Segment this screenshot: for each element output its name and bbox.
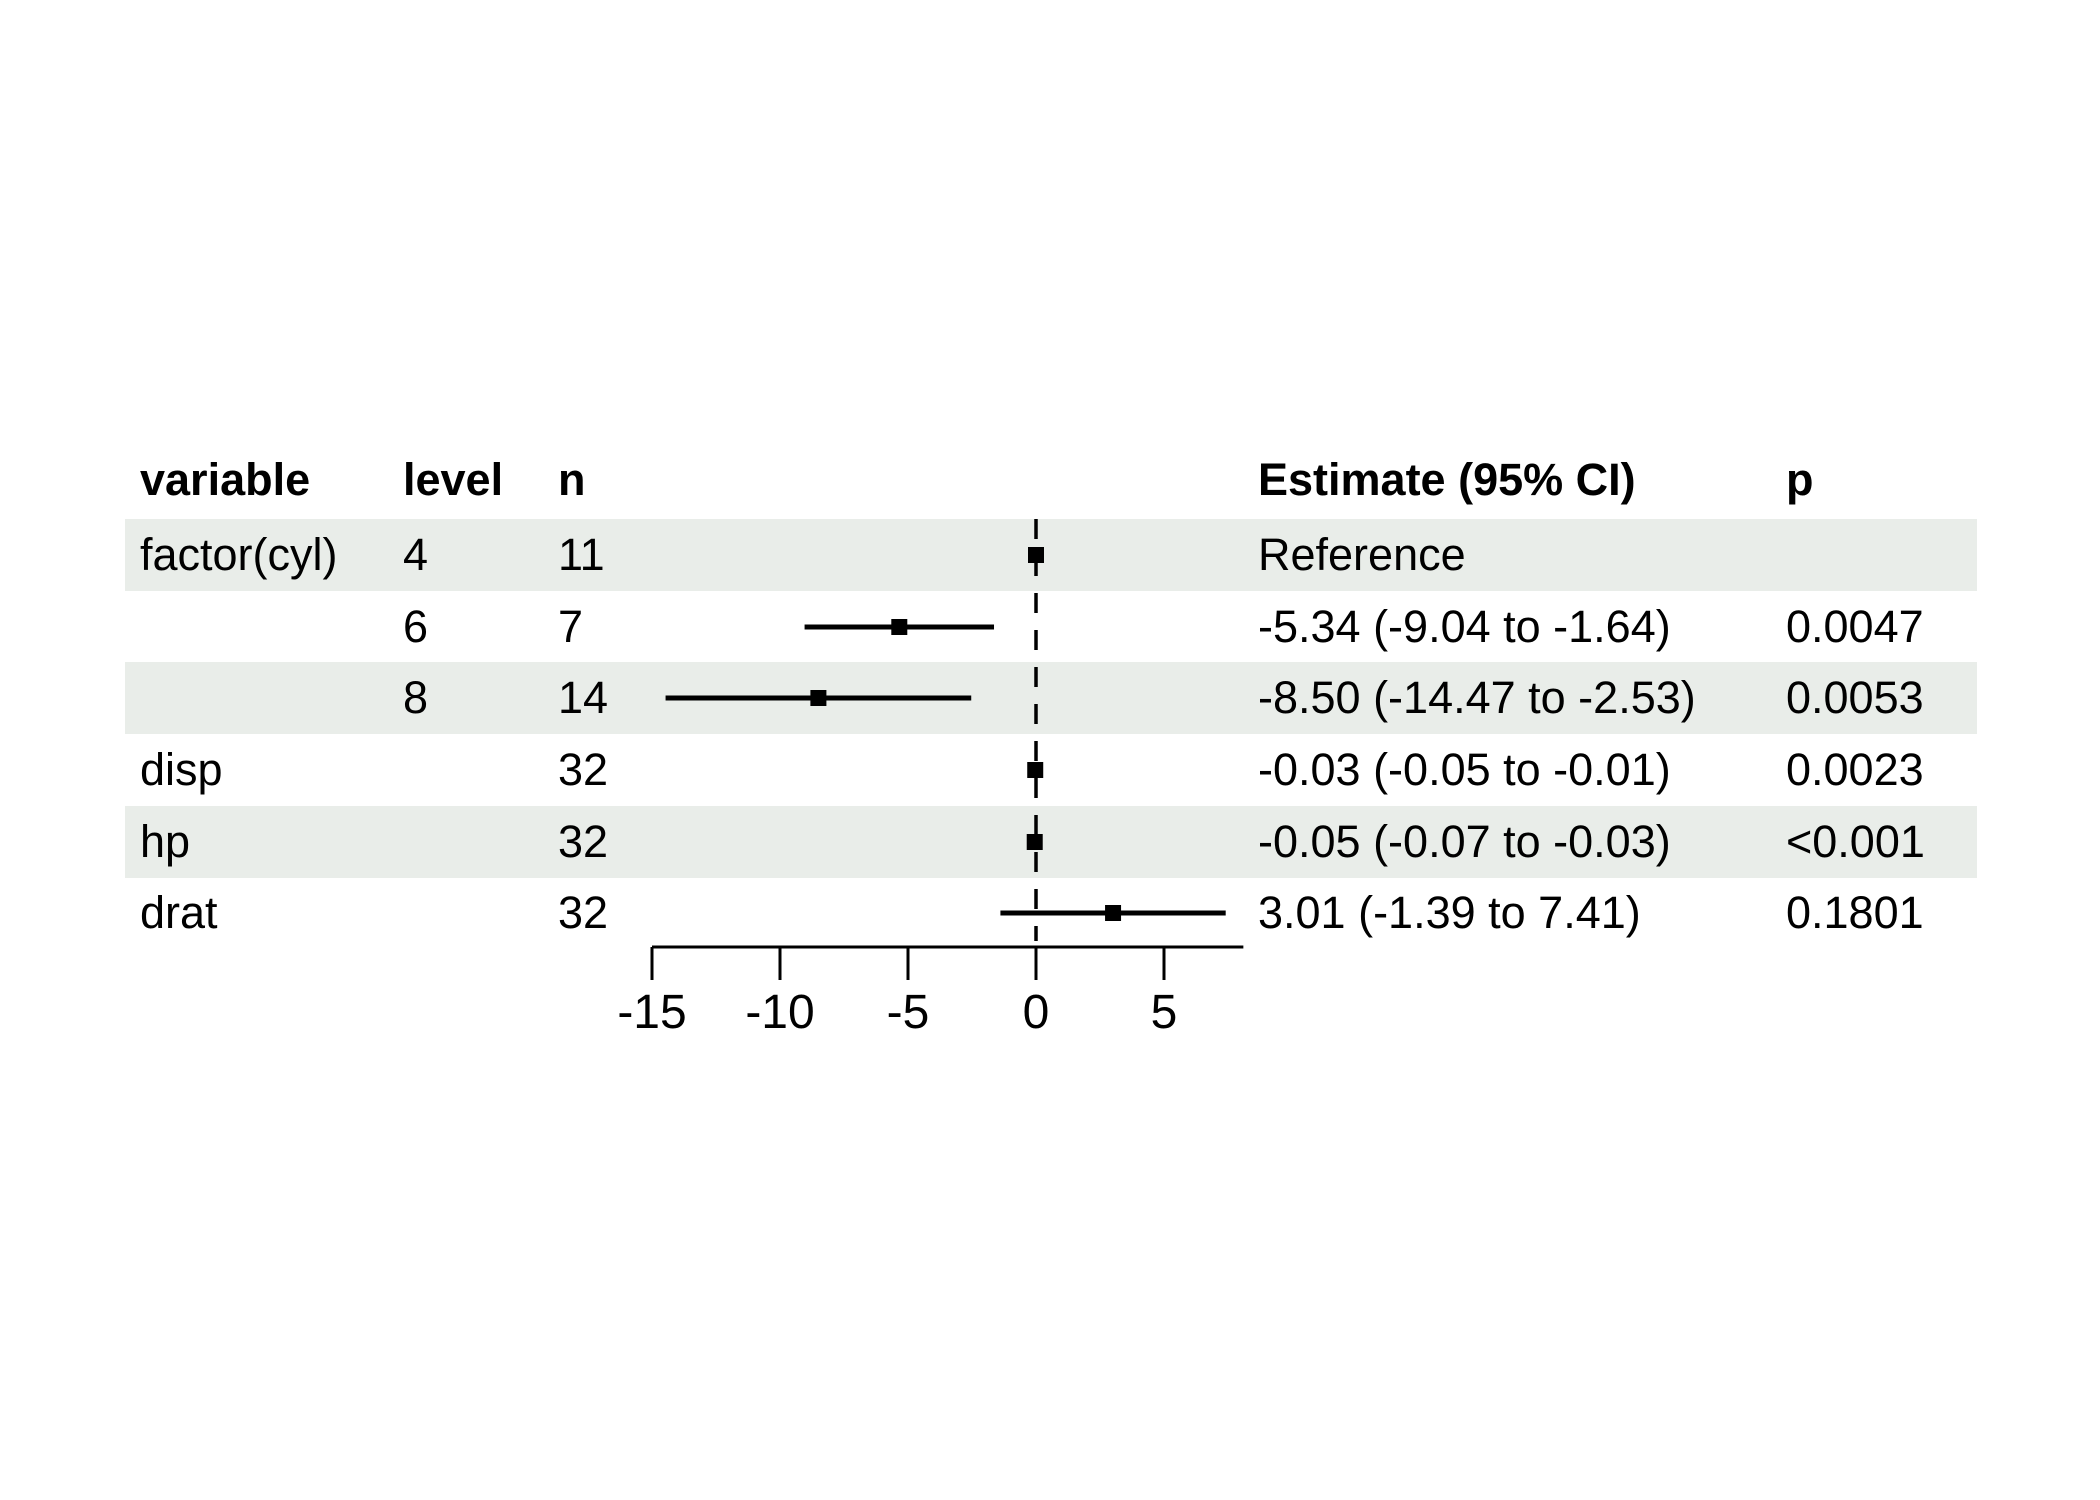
estimate-marker	[1026, 834, 1043, 850]
column-header-p: p	[1786, 454, 1814, 505]
cell-variable: disp	[140, 744, 223, 795]
column-header-level: level	[403, 454, 504, 505]
x-axis-tick-label: 5	[1151, 986, 1178, 1039]
cell-estimate: -0.03 (-0.05 to -0.01)	[1258, 744, 1671, 795]
cell-level: 8	[403, 672, 429, 723]
cell-n: 32	[558, 887, 609, 938]
table-header-row: variable level n Estimate (95% CI) p	[125, 444, 1977, 516]
cell-estimate: -0.05 (-0.07 to -0.03)	[1258, 816, 1671, 867]
cell-variable: drat	[140, 887, 218, 938]
cell-variable: factor(cyl)	[140, 529, 338, 580]
cell-p: <0.001	[1786, 816, 1925, 867]
cell-estimate: Reference	[1258, 529, 1466, 580]
cell-p: 0.1801	[1786, 887, 1924, 938]
cell-n: 32	[558, 816, 609, 867]
table-row: disp 32 -0.03 (-0.05 to -0.01) 0.0023	[125, 734, 1977, 806]
estimate-marker	[1028, 547, 1044, 563]
table-row: 6 7 -5.34 (-9.04 to -1.64) 0.0047	[125, 591, 1977, 663]
cell-p: 0.0053	[1786, 672, 1924, 723]
estimate-marker	[891, 619, 908, 635]
x-axis-tick-label: 0	[1023, 986, 1050, 1039]
table-row: 8 14 -8.50 (-14.47 to -2.53) 0.0053	[125, 662, 1977, 734]
x-axis-tick-label: -15	[617, 986, 686, 1039]
table-row: hp 32 -0.05 (-0.07 to -0.03) <0.001	[125, 806, 1977, 878]
column-header-n: n	[558, 454, 586, 505]
cell-p: 0.0047	[1786, 601, 1924, 652]
column-header-estimate: Estimate (95% CI)	[1258, 454, 1636, 505]
cell-level: 6	[403, 601, 429, 652]
cell-n: 11	[558, 529, 605, 580]
table-row: factor(cyl) 4 11 Reference	[125, 519, 1977, 591]
x-axis-tick-label: -5	[887, 986, 930, 1039]
x-axis-tick-label: -10	[745, 986, 814, 1039]
cell-variable: hp	[140, 816, 191, 867]
estimate-marker	[1027, 762, 1044, 778]
cell-estimate: 3.01 (-1.39 to 7.41)	[1258, 887, 1641, 938]
estimate-marker	[1105, 905, 1122, 921]
cell-estimate: -5.34 (-9.04 to -1.64)	[1258, 601, 1671, 652]
cell-p: 0.0023	[1786, 744, 1924, 795]
cell-level: 4	[403, 529, 429, 580]
column-header-variable: variable	[140, 454, 311, 505]
cell-estimate: -8.50 (-14.47 to -2.53)	[1258, 672, 1696, 723]
estimate-marker	[810, 690, 827, 706]
cell-n: 32	[558, 744, 609, 795]
table-row: drat 32 3.01 (-1.39 to 7.41) 0.1801	[125, 877, 1977, 949]
cell-n: 7	[558, 601, 584, 652]
cell-n: 14	[558, 672, 609, 723]
